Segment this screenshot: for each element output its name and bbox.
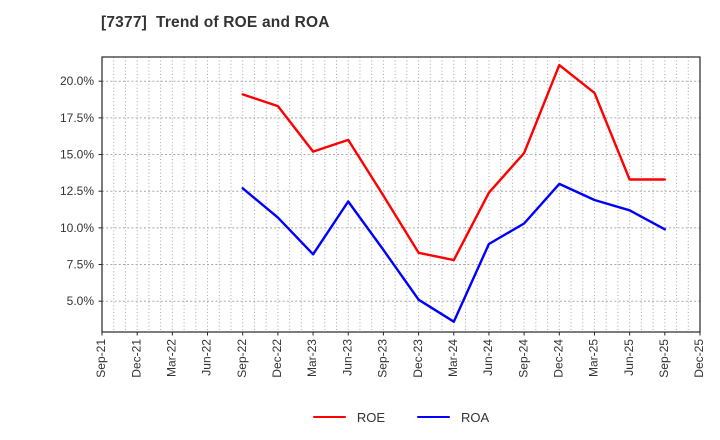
x-axis-label: Sep-24 — [516, 339, 530, 378]
x-axis-label: Dec-25 — [692, 339, 706, 378]
x-axis-label: Sep-21 — [94, 339, 108, 378]
x-axis-label: Jun-22 — [200, 339, 214, 376]
legend: ROE ROA — [102, 404, 700, 430]
roe-line-swatch — [312, 415, 346, 419]
legend-item-roa: ROA — [417, 410, 489, 425]
x-axis-label: Mar-22 — [165, 339, 179, 377]
y-axis-label: 12.5% — [60, 184, 94, 198]
plot-frame — [101, 56, 701, 333]
y-axis-label: 7.5% — [67, 258, 95, 272]
x-axis-label: Sep-23 — [376, 339, 390, 378]
x-axis-label: Dec-23 — [411, 339, 425, 378]
x-axis-label: Dec-21 — [129, 339, 143, 378]
x-axis-label: Mar-24 — [446, 339, 460, 377]
x-axis-label: Dec-24 — [551, 339, 565, 378]
legend-label-roe: ROE — [356, 409, 385, 425]
x-axis-label: Jun-25 — [622, 339, 636, 376]
x-axis-label: Mar-25 — [587, 339, 601, 377]
y-axis-label: 10.0% — [60, 221, 94, 235]
x-axis-label: Jun-23 — [340, 339, 354, 376]
roe-line — [241, 63, 666, 262]
roa-line-swatch — [417, 415, 450, 419]
legend-label-roa: ROA — [461, 409, 490, 425]
chart-title: [7377] Trend of ROE and ROA — [101, 14, 330, 31]
y-axis-label: 17.5% — [60, 111, 94, 125]
roa-line — [241, 182, 666, 323]
y-axis-label: 15.0% — [60, 148, 94, 162]
x-axis-label: Sep-25 — [657, 339, 671, 378]
x-axis-label: Jun-24 — [481, 339, 495, 376]
plot-area: Sep-21 Dec-21 Mar-22 Jun-22 Sep-22 Dec-22 Mar-… — [60, 56, 706, 378]
legend-item-roe: ROE — [312, 409, 385, 425]
y-axis-label: 20.0% — [60, 74, 94, 88]
x-axis-label: Dec-22 — [270, 339, 284, 378]
x-axis-label: Mar-23 — [305, 339, 319, 377]
y-axis-label: 5.0% — [67, 294, 95, 308]
x-axis-label: Sep-22 — [235, 339, 249, 378]
